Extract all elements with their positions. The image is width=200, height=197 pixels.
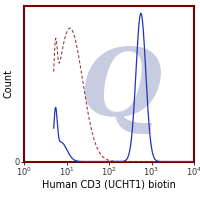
Y-axis label: Count: Count — [3, 69, 13, 98]
Text: Q: Q — [80, 45, 162, 135]
X-axis label: Human CD3 (UCHT1) biotin: Human CD3 (UCHT1) biotin — [42, 179, 176, 190]
